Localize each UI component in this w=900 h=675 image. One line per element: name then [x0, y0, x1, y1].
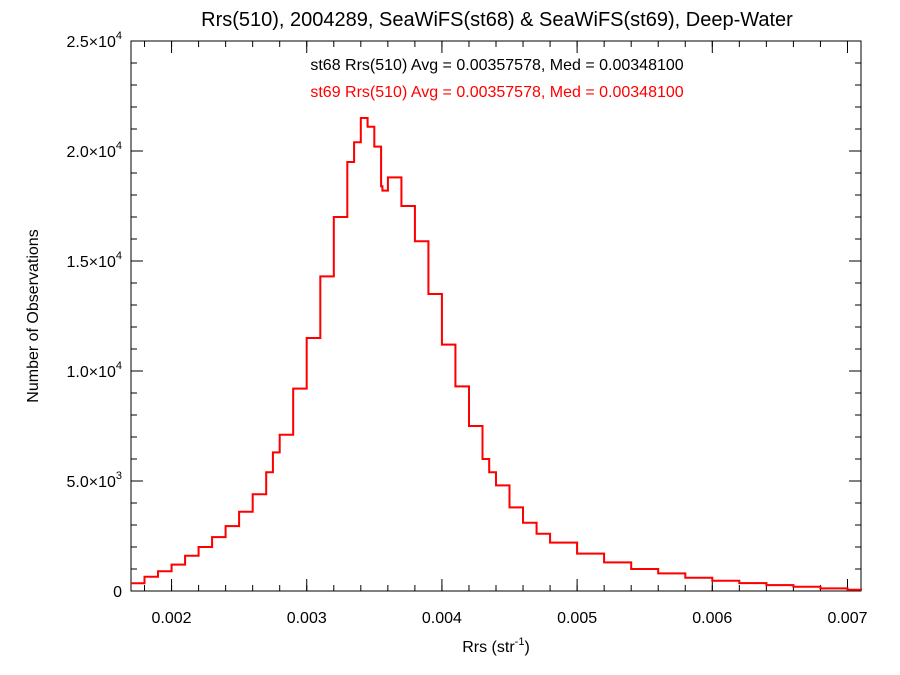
- x-tick-label: 0.004: [422, 610, 462, 627]
- x-axis-ticks: 0.002 0.003 0.004 0.005 0.006 0.007: [144, 41, 868, 627]
- x-axis-label-close: ): [524, 639, 529, 656]
- y-tick-label: 2.5×104: [66, 30, 122, 51]
- y-tick-mantissa: 1.5×10: [66, 254, 115, 271]
- y-tick-label: 2.0×104: [66, 140, 122, 161]
- x-axis-label: Rrs (str-1): [462, 636, 530, 656]
- x-tick-label: 0.007: [827, 610, 867, 627]
- y-tick-exponent: 4: [116, 140, 122, 152]
- y-tick-label: 1.0×104: [66, 360, 122, 381]
- x-tick-label: 0.006: [692, 610, 732, 627]
- annotations: st68 Rrs(510) Avg = 0.00357578, Med = 0.…: [310, 57, 683, 101]
- series-line-st68: [131, 117, 862, 591]
- y-tick-mantissa: 0: [113, 584, 122, 601]
- plot-frame: [130, 40, 862, 592]
- y-tick-exponent: 4: [116, 250, 122, 262]
- y-tick-label: 5.0×103: [66, 470, 122, 491]
- y-tick-mantissa: 1.0×10: [66, 364, 115, 381]
- y-tick-exponent: 4: [116, 30, 122, 42]
- plot-border: [130, 40, 862, 592]
- series-layer: [131, 117, 862, 591]
- y-tick-label: 0: [113, 584, 122, 601]
- annotation-text: st69 Rrs(510) Avg = 0.00357578, Med = 0.…: [310, 84, 683, 101]
- y-tick-label: 1.5×104: [66, 250, 122, 271]
- series-line-st69: [131, 117, 862, 591]
- y-tick-mantissa: 2.5×10: [66, 34, 115, 51]
- annotation-text: st68 Rrs(510) Avg = 0.00357578, Med = 0.…: [310, 57, 683, 74]
- y-tick-exponent: 3: [116, 470, 122, 482]
- x-tick-label: 0.003: [287, 610, 327, 627]
- chart-title: Rrs(510), 2004289, SeaWiFS(st68) & SeaWi…: [201, 9, 793, 31]
- x-tick-label: 0.002: [152, 610, 192, 627]
- y-tick-exponent: 4: [116, 360, 122, 372]
- y-tick-mantissa: 2.0×10: [66, 144, 115, 161]
- x-tick-label: 0.005: [557, 610, 597, 627]
- y-axis-label: Number of Observations: [25, 229, 42, 402]
- x-axis-label-base: Rrs (str: [462, 639, 515, 656]
- x-axis-label-sup: -1: [515, 636, 525, 648]
- y-tick-mantissa: 5.0×10: [66, 474, 115, 491]
